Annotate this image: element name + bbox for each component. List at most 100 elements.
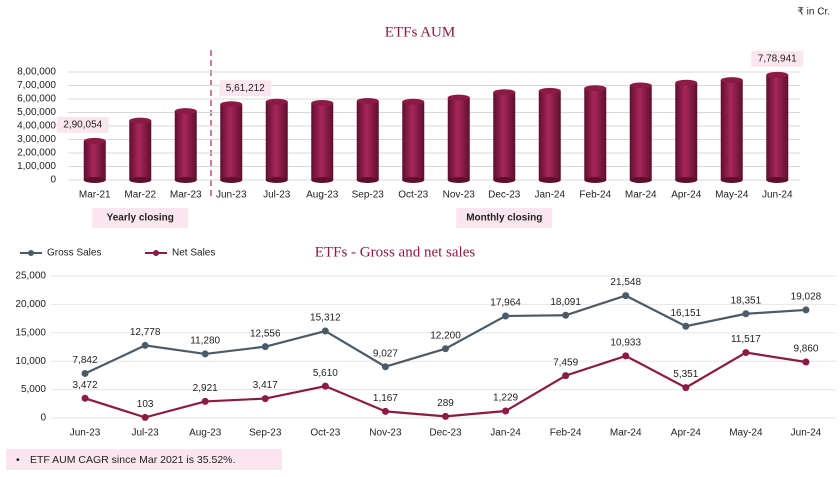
value-label: 12,556 [250, 328, 281, 339]
y-tick-label: 0 [50, 175, 56, 186]
bar-top [584, 85, 607, 92]
bar-top [129, 117, 152, 124]
x-tick-label: Sep-23 [352, 190, 385, 201]
value-label: 7,459 [553, 357, 578, 368]
bar [265, 101, 288, 180]
value-label: 289 [437, 398, 454, 409]
value-label: 9,027 [373, 348, 398, 359]
bar-top [675, 79, 698, 86]
value-label: 3,472 [73, 380, 98, 391]
data-point [622, 352, 630, 360]
data-point [321, 382, 329, 390]
data-point [442, 345, 449, 353]
x-tick-label: Aug-23 [189, 428, 222, 439]
legend-label: Net Sales [172, 248, 215, 259]
y-tick-label: 10,000 [15, 356, 46, 367]
data-point [81, 369, 89, 377]
bar-base [493, 177, 516, 183]
value-label: 9,860 [793, 344, 818, 355]
value-label: 19,028 [791, 292, 822, 303]
bar-top [720, 77, 743, 84]
bar-base [720, 177, 743, 183]
bar [83, 140, 106, 180]
value-label: 17,964 [490, 298, 521, 309]
x-tick-label: Jan-24 [534, 190, 565, 201]
data-point [682, 384, 690, 392]
value-label: 12,778 [130, 327, 161, 338]
value-label-box [56, 116, 109, 133]
x-tick-label: Oct-23 [398, 190, 428, 201]
x-tick-label: Jun-23 [70, 428, 101, 439]
value-label: 11,280 [190, 336, 220, 347]
data-point [321, 327, 329, 335]
y-tick-label: 15,000 [15, 327, 46, 338]
x-tick-label: Aug-23 [306, 190, 339, 201]
bar [766, 74, 789, 180]
bar-base [538, 177, 561, 183]
x-tick-label: Jun-24 [762, 190, 793, 201]
bar-top [265, 98, 288, 105]
value-label-box [751, 50, 804, 67]
x-tick-label: Sep-23 [249, 428, 282, 439]
data-point [742, 310, 750, 318]
bar-top [356, 98, 379, 105]
bar [447, 97, 470, 180]
data-point [622, 292, 630, 300]
value-label: 10,933 [610, 338, 641, 349]
data-point [742, 349, 750, 357]
x-tick-label: Mar-24 [625, 190, 657, 201]
x-tick-label: Jul-23 [131, 428, 159, 439]
data-point [562, 372, 570, 380]
x-tick-label: Mar-21 [79, 190, 111, 201]
y-tick-label: 6,00,000 [17, 94, 56, 105]
bar-top [402, 98, 425, 105]
value-label-box [219, 80, 272, 97]
value-label: 2,90,054 [63, 119, 102, 130]
bullet: • [16, 454, 20, 466]
bar [493, 92, 516, 180]
bar-top [83, 137, 106, 144]
data-point [261, 343, 269, 351]
x-tick-label: Jan-24 [490, 428, 521, 439]
bar-base [584, 177, 607, 183]
bar-top [629, 82, 652, 89]
x-tick-label: Jun-24 [791, 428, 822, 439]
value-label: 5,610 [313, 368, 338, 379]
data-point [682, 322, 690, 330]
annotation: Yearly closing [107, 213, 174, 224]
x-tick-label: Dec-23 [488, 190, 521, 201]
x-tick-label: Jun-23 [216, 190, 247, 201]
value-label: 1,229 [493, 393, 518, 404]
data-point [802, 306, 810, 314]
legend-marker [28, 250, 34, 256]
footnote-box [6, 449, 282, 470]
x-tick-label: Feb-24 [550, 428, 582, 439]
bar [584, 88, 607, 180]
value-label: 2,921 [193, 383, 218, 394]
x-tick-label: May-24 [729, 428, 763, 439]
y-tick-label: 7,00,000 [17, 80, 56, 91]
annotation-box [456, 208, 553, 228]
data-point [381, 363, 389, 371]
annotation: Monthly closing [466, 213, 542, 224]
y-tick-label: 3,00,000 [17, 134, 56, 145]
data-point [201, 350, 209, 358]
bar-base [766, 177, 789, 183]
legend-label: Gross Sales [47, 248, 101, 259]
x-tick-label: Mar-23 [170, 190, 202, 201]
bar-base [265, 177, 288, 183]
x-tick-label: Apr-24 [671, 190, 701, 201]
bar [720, 80, 743, 180]
bar-base [220, 177, 243, 183]
x-tick-label: Nov-23 [443, 190, 476, 201]
bar-top [220, 101, 243, 108]
bar-top [766, 71, 789, 78]
annotation-box [92, 208, 189, 228]
bar-base [629, 177, 652, 183]
y-tick-label: 25,000 [15, 271, 46, 282]
y-tick-label: 4,00,000 [17, 121, 56, 132]
bar [538, 90, 561, 180]
footnote: ETF AUM CAGR since Mar 2021 is 35.52%. [30, 454, 235, 466]
data-point [502, 312, 510, 320]
